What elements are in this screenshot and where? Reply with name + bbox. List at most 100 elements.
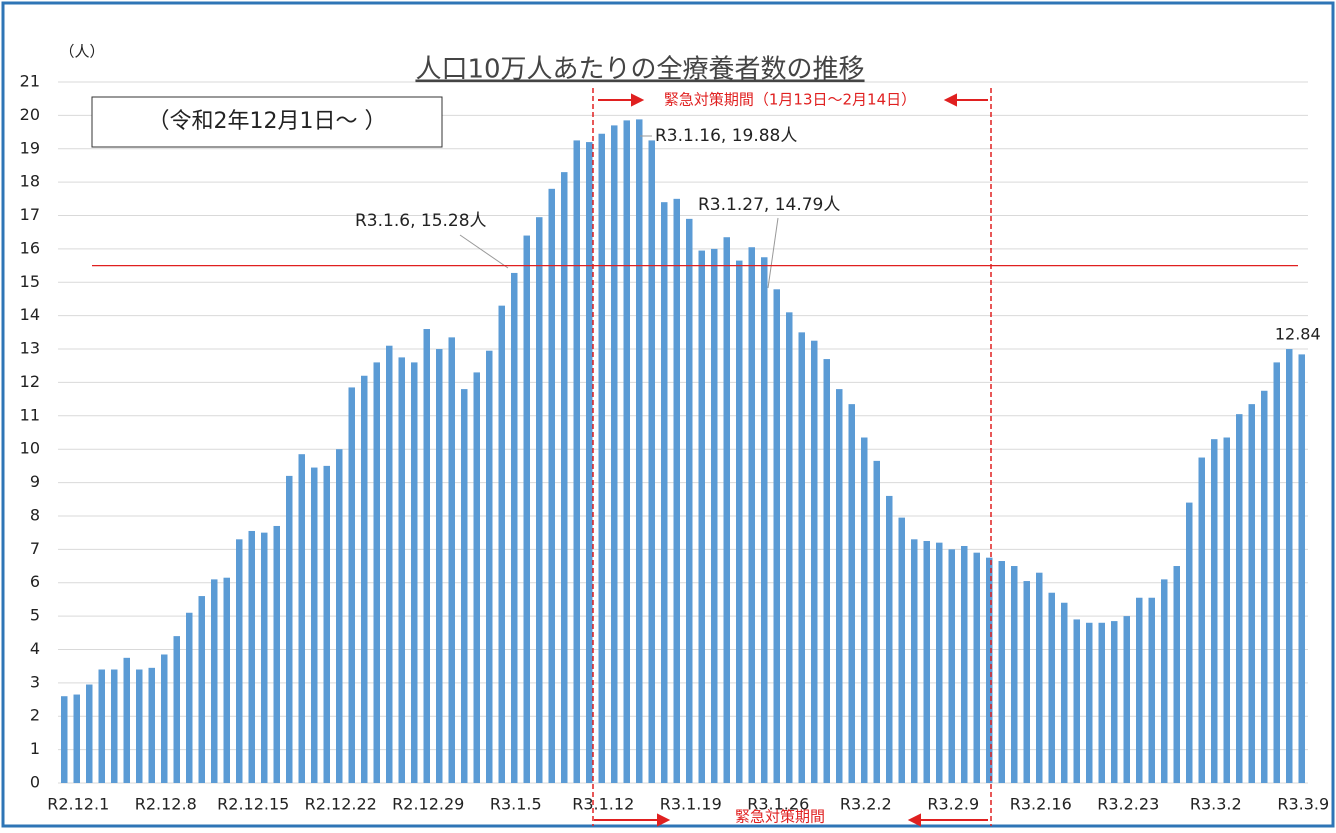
x-tick-label: R3.1.5 bbox=[490, 795, 542, 814]
bar bbox=[161, 654, 168, 783]
bar bbox=[248, 530, 255, 783]
bar bbox=[136, 669, 143, 783]
bar bbox=[236, 539, 243, 783]
bar bbox=[436, 349, 443, 783]
bar bbox=[686, 218, 693, 783]
bar bbox=[1111, 621, 1118, 783]
bar bbox=[1211, 439, 1218, 783]
bar bbox=[511, 272, 518, 783]
bar bbox=[198, 596, 205, 783]
bar bbox=[523, 235, 530, 784]
bar bbox=[148, 667, 155, 783]
bar bbox=[561, 172, 568, 784]
bar bbox=[573, 140, 580, 783]
x-tick-label: R3.1.26 bbox=[747, 795, 809, 814]
bar bbox=[886, 495, 893, 783]
bar bbox=[761, 257, 768, 783]
y-tick-label: 1 bbox=[30, 739, 40, 758]
y-tick-label: 3 bbox=[30, 672, 40, 691]
x-tick-label: R2.12.22 bbox=[305, 795, 377, 814]
x-tick-label: R2.12.8 bbox=[135, 795, 197, 814]
bar bbox=[211, 579, 218, 783]
annotation: R3.1.6, 15.28人 bbox=[355, 211, 487, 231]
bar bbox=[386, 345, 393, 783]
chart-title: 人口10万人あたりの全療養者数の推移 bbox=[415, 55, 864, 85]
grid bbox=[58, 81, 1308, 784]
x-tick-label: R3.2.9 bbox=[927, 795, 979, 814]
annotation: R3.1.27, 14.79人 bbox=[698, 195, 840, 215]
bar bbox=[748, 247, 755, 783]
bar bbox=[223, 577, 230, 783]
y-tick-label: 15 bbox=[20, 272, 40, 291]
bar bbox=[173, 636, 180, 783]
bar bbox=[61, 696, 68, 783]
bar bbox=[348, 387, 355, 783]
bar bbox=[311, 467, 318, 783]
x-tick-label: R3.2.23 bbox=[1097, 795, 1159, 814]
bar bbox=[648, 140, 655, 783]
bar bbox=[486, 350, 493, 783]
x-tick-label: R3.3.9 bbox=[1277, 795, 1329, 814]
bar bbox=[723, 237, 730, 783]
y-tick-label: 21 bbox=[20, 72, 40, 91]
bar bbox=[711, 248, 718, 783]
bar bbox=[986, 557, 993, 783]
bar bbox=[261, 532, 268, 783]
y-tick-label: 8 bbox=[30, 505, 40, 524]
leader bbox=[767, 217, 779, 289]
bar bbox=[823, 359, 830, 783]
bar bbox=[536, 217, 543, 783]
bar bbox=[1023, 581, 1030, 783]
subtitle-box bbox=[91, 96, 443, 148]
bar bbox=[1261, 390, 1268, 783]
bar bbox=[661, 202, 668, 783]
bar bbox=[873, 460, 880, 783]
bar bbox=[961, 545, 968, 783]
bar bbox=[736, 260, 743, 783]
bar bbox=[548, 188, 555, 784]
bar bbox=[1186, 502, 1193, 783]
y-tick-label: 0 bbox=[30, 773, 40, 792]
bar bbox=[1273, 362, 1280, 783]
bar bbox=[423, 329, 430, 783]
y-tick-label: 11 bbox=[20, 405, 40, 424]
y-tick-label: 7 bbox=[30, 539, 40, 558]
period-label-top: 緊急対策期間（1月13日～2月14日） bbox=[664, 91, 916, 109]
bar bbox=[598, 133, 605, 783]
bar bbox=[911, 539, 918, 783]
bar bbox=[411, 362, 418, 783]
subtitle: （令和2年12月1日～ ） bbox=[148, 109, 387, 134]
bar bbox=[698, 250, 705, 784]
y-tick-label: 12 bbox=[20, 372, 40, 391]
bar bbox=[398, 357, 405, 783]
bar bbox=[998, 561, 1005, 783]
bar bbox=[361, 375, 368, 783]
x-tick-label: R2.12.1 bbox=[47, 795, 109, 814]
y-tick-label: 10 bbox=[20, 439, 40, 458]
bar bbox=[973, 552, 980, 783]
y-tick-label: 13 bbox=[20, 339, 40, 358]
bar bbox=[1161, 579, 1168, 783]
y-tick-label: 5 bbox=[30, 606, 40, 625]
x-tick-label: R3.2.2 bbox=[840, 795, 892, 814]
bar bbox=[298, 454, 305, 783]
bar bbox=[1073, 619, 1080, 783]
bar bbox=[1048, 592, 1055, 783]
period-label-bottom: 緊急対策期間 bbox=[735, 808, 825, 826]
bar bbox=[848, 404, 855, 783]
bar bbox=[623, 120, 630, 784]
bar bbox=[673, 198, 680, 784]
bar bbox=[86, 684, 93, 783]
x-tick-label: R3.2.16 bbox=[1010, 795, 1072, 814]
bar bbox=[461, 389, 468, 783]
bar bbox=[323, 465, 330, 783]
bar bbox=[98, 669, 105, 783]
bar bbox=[273, 525, 280, 783]
bar bbox=[1123, 616, 1130, 783]
bar bbox=[1298, 354, 1305, 783]
y-tick-label: 14 bbox=[20, 305, 40, 324]
bar bbox=[473, 372, 480, 783]
bar bbox=[373, 362, 380, 783]
